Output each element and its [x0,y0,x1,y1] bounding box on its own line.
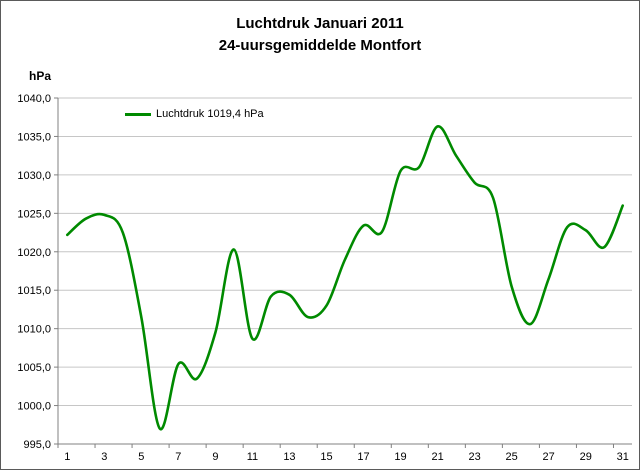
legend: Luchtdruk 1019,4 hPa [125,108,264,120]
x-tick-label: 9 [212,451,218,463]
x-tick-label: 23 [468,451,480,463]
x-tick-label: 1 [64,451,70,463]
x-tick-label: 5 [138,451,144,463]
x-tick-label: 29 [580,451,592,463]
x-tick-label: 31 [617,451,629,463]
chart-title: Luchtdruk Januari 2011 [236,15,404,32]
x-tick-label: 15 [320,451,332,463]
y-tick-label: 1020,0 [17,247,51,259]
y-tick-label: 1010,0 [17,324,51,336]
y-tick-label: 1025,0 [17,208,51,220]
legend-line-icon [125,112,151,116]
y-axis-unit-label: hPa [29,69,52,83]
chart-subtitle: 24-uursgemiddelde Montfort [218,37,422,54]
chart-title-block: Luchtdruk Januari 2011 24-uursgemiddelde… [1,13,639,57]
y-tick-label: 1000,0 [17,401,51,413]
x-tick-label: 3 [101,451,107,463]
x-tick-label: 25 [506,451,518,463]
x-tick-label: 27 [543,451,555,463]
x-tick-label: 21 [431,451,443,463]
x-tick-label: 17 [357,451,369,463]
y-tick-label: 1035,0 [17,131,51,143]
y-tick-label: 995,0 [23,439,51,451]
x-tick-label: 13 [283,451,295,463]
x-tick-label: 19 [394,451,406,463]
y-tick-label: 1015,0 [17,285,51,297]
x-tick-label: 7 [175,451,181,463]
y-tick-label: 1040,0 [17,93,51,105]
y-tick-label: 1005,0 [17,362,51,374]
x-tick-label: 11 [247,451,258,463]
y-tick-label: 1030,0 [17,170,51,182]
legend-label: Luchtdruk 1019,4 hPa [156,108,264,120]
pressure-line-series [66,125,624,431]
